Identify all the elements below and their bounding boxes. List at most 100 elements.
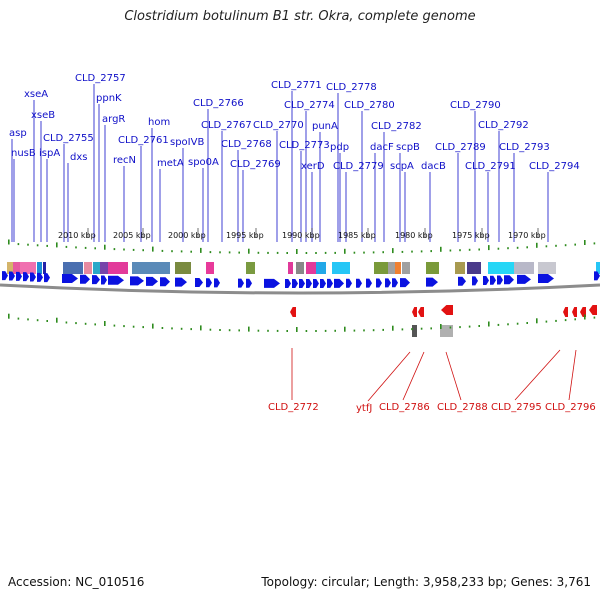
tick-mark — [353, 251, 356, 254]
tick-mark — [411, 250, 413, 253]
ortholog-block — [84, 262, 92, 274]
forward-gene-label: spo0A — [188, 157, 219, 168]
forward-gene-label: CLD_2771 — [271, 80, 322, 91]
forward-gene — [246, 278, 252, 288]
reverse-gene-label: CLD_2772 — [268, 402, 319, 413]
ortholog-block — [206, 262, 214, 274]
tick-mark — [401, 250, 404, 253]
tick-mark — [564, 319, 567, 322]
ortholog-block — [306, 262, 316, 274]
forward-gene-label: punA — [312, 121, 338, 132]
reverse-gene-labels: CLD_2772 ytfJ CLD_2786 CLD_2788 CLD_2795 CLD_… — [268, 402, 596, 414]
ortholog-block — [13, 262, 20, 274]
forward-gene-label: xseA — [24, 89, 48, 100]
tick-mark — [459, 326, 461, 329]
tick-mark — [123, 325, 125, 328]
tick-mark — [574, 318, 576, 321]
reverse-gene — [589, 305, 597, 315]
forward-gene-label: nusB — [11, 148, 36, 159]
ortholog-block — [132, 262, 170, 274]
forward-gene-label: ppnK — [96, 93, 122, 104]
tick-mark — [94, 247, 96, 250]
forward-gene — [195, 278, 203, 288]
tick-mark — [200, 325, 202, 331]
ortholog-block — [316, 262, 326, 274]
leader-line — [568, 349, 577, 401]
tick-mark — [440, 246, 442, 252]
tick-mark — [334, 251, 336, 254]
tick-mark — [459, 249, 461, 252]
forward-gene-label: argR — [102, 114, 125, 125]
tick-mark — [507, 323, 509, 326]
forward-gene — [490, 275, 496, 285]
tick-mark — [219, 329, 221, 331]
ortholog-block — [374, 262, 388, 274]
tick-mark — [248, 326, 250, 332]
forward-gene-label: CLD_2773 — [279, 140, 330, 151]
forward-gene — [23, 272, 29, 282]
ortholog-block — [175, 262, 191, 274]
tick-mark — [257, 251, 260, 254]
tick-mark — [65, 245, 68, 248]
tick-mark — [363, 329, 365, 332]
forward-gene-label: CLD_2757 — [75, 73, 126, 84]
forward-gene-label: dacB — [421, 161, 446, 172]
forward-gene — [130, 276, 144, 286]
tick-mark — [545, 245, 548, 248]
ortholog-block — [246, 262, 255, 274]
forward-gene — [92, 275, 100, 285]
tick-mark — [228, 251, 231, 254]
ortholog-block — [514, 262, 534, 274]
ortholog-block — [37, 262, 42, 274]
tick-mark — [36, 319, 39, 322]
tick-mark — [180, 327, 183, 330]
tick-mark — [8, 313, 10, 319]
tick-mark — [132, 325, 135, 328]
ortholog-block — [63, 262, 83, 274]
tick-mark — [8, 239, 10, 245]
tick-mark — [488, 321, 490, 327]
forward-gene-label: CLD_2791 — [465, 161, 516, 172]
tick-mark — [468, 325, 471, 328]
tick-mark — [526, 246, 528, 249]
forward-gene-label: CLD_2770 — [253, 120, 304, 131]
forward-gene-label: CLD_2769 — [230, 159, 281, 170]
reverse-gene-label: CLD_2786 — [379, 402, 430, 413]
tick-mark — [142, 249, 144, 252]
reverse-gene-label: CLD_2796 — [545, 402, 596, 413]
forward-gene-label: CLD_2782 — [371, 121, 422, 132]
tick-mark — [113, 248, 116, 251]
tick-mark — [180, 250, 183, 253]
forward-gene — [44, 273, 50, 283]
tick-mark — [257, 329, 260, 332]
ortholog-block — [412, 325, 417, 337]
tick-mark — [497, 323, 500, 326]
ortholog-block — [538, 262, 556, 274]
kbp-label: 2010 kbp — [58, 231, 96, 240]
forward-gene-label: CLD_2793 — [499, 142, 550, 153]
leader-line — [367, 351, 411, 402]
tick-mark — [104, 321, 106, 326]
tick-mark — [315, 252, 317, 254]
forward-gene — [497, 275, 503, 285]
genome-backbone — [0, 283, 600, 295]
reverse-gene — [563, 307, 568, 317]
forward-gene — [366, 278, 372, 288]
tick-mark — [593, 316, 596, 319]
tick-mark — [17, 317, 20, 320]
forward-gene — [594, 271, 600, 281]
tick-mark — [152, 246, 154, 252]
tick-mark — [276, 329, 279, 332]
bottom-tick-track — [8, 313, 596, 332]
tick-mark — [353, 329, 356, 332]
forward-gene — [80, 274, 90, 284]
ortholog-block — [395, 262, 401, 274]
tick-mark — [382, 251, 384, 254]
ortholog-block — [7, 262, 13, 274]
tick-mark — [555, 244, 557, 247]
figure-title: Clostridium botulinum B1 str. Okra, comp… — [124, 9, 476, 24]
ortholog-block — [455, 262, 465, 274]
tick-mark — [123, 248, 125, 251]
forward-gene-label: CLD_2779 — [333, 161, 384, 172]
